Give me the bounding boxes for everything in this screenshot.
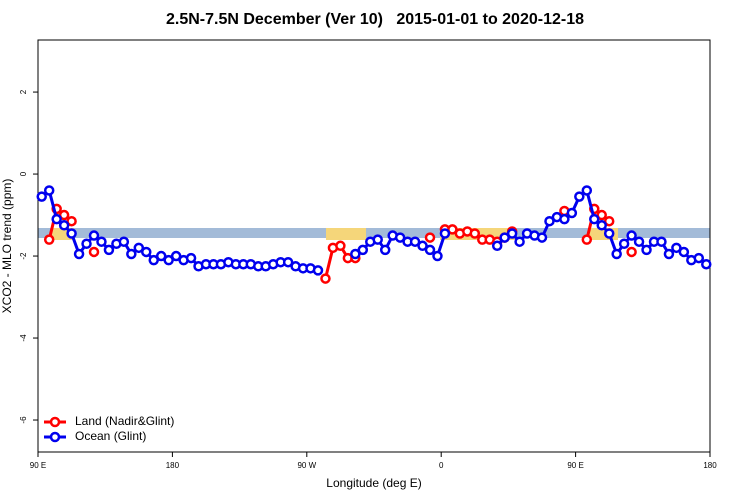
data-point bbox=[506, 228, 518, 239]
data-point bbox=[81, 238, 92, 249]
data-point bbox=[163, 254, 174, 266]
data-point bbox=[499, 232, 510, 243]
y-tick-label: -6 bbox=[19, 416, 28, 424]
data-point bbox=[66, 228, 77, 239]
data-point bbox=[641, 244, 652, 256]
data-point bbox=[379, 244, 391, 256]
data-point bbox=[574, 191, 585, 202]
data-point bbox=[335, 240, 346, 252]
data-point bbox=[469, 228, 481, 239]
data-point bbox=[66, 215, 77, 227]
x-axis-label: Longitude (deg E) bbox=[326, 476, 421, 490]
x-tick-label: 90 W bbox=[297, 461, 316, 470]
data-point bbox=[663, 248, 675, 260]
data-point bbox=[581, 185, 593, 196]
data-point bbox=[148, 254, 159, 266]
legend: Land (Nadir&Glint)Ocean (Glint) bbox=[44, 414, 174, 443]
data-point bbox=[409, 236, 421, 247]
data-point bbox=[118, 236, 130, 247]
data-point bbox=[596, 220, 607, 231]
data-point bbox=[58, 220, 70, 231]
data-point bbox=[155, 250, 167, 262]
data-point bbox=[126, 248, 137, 260]
data-point bbox=[618, 238, 630, 249]
chart-title: 2.5N-7.5N December (Ver 10) 2015-01-01 t… bbox=[166, 11, 584, 28]
data-point bbox=[357, 244, 369, 256]
data-point bbox=[678, 246, 690, 258]
data-point bbox=[185, 252, 197, 264]
data-point bbox=[103, 244, 115, 256]
x-tick-label: 0 bbox=[439, 461, 444, 470]
y-tick-label: 2 bbox=[19, 89, 28, 94]
legend-label: Ocean (Glint) bbox=[75, 429, 146, 443]
data-point bbox=[589, 213, 600, 225]
data-point bbox=[581, 234, 593, 245]
data-point bbox=[671, 242, 682, 254]
data-point bbox=[350, 248, 361, 260]
data-point bbox=[611, 248, 622, 260]
data-point bbox=[432, 250, 443, 262]
data-point bbox=[58, 209, 70, 221]
land-strip bbox=[326, 228, 366, 240]
data-point bbox=[656, 236, 667, 247]
data-point bbox=[88, 230, 100, 241]
data-point bbox=[133, 242, 145, 254]
data-point bbox=[96, 236, 107, 247]
data-point bbox=[447, 224, 458, 235]
data-point bbox=[424, 244, 436, 256]
data-point bbox=[701, 258, 712, 270]
x-tick-label: 180 bbox=[703, 461, 717, 470]
data-point bbox=[693, 252, 705, 264]
data-point bbox=[424, 232, 436, 243]
data-point bbox=[372, 234, 383, 245]
data-point bbox=[394, 232, 406, 243]
y-axis-label: XCO2 - MLO trend (ppm) bbox=[0, 179, 14, 314]
x-tick-label: 90 E bbox=[30, 461, 46, 470]
y-tick-label: 0 bbox=[19, 171, 28, 176]
data-point bbox=[514, 236, 525, 247]
data-point bbox=[603, 215, 615, 227]
data-point bbox=[43, 234, 55, 245]
data-point bbox=[320, 273, 331, 284]
plot-frame bbox=[37, 39, 711, 453]
x-tick-label: 180 bbox=[166, 461, 180, 470]
data-point bbox=[536, 232, 548, 243]
data-point bbox=[312, 265, 324, 276]
data-point bbox=[603, 228, 615, 239]
data-point bbox=[633, 236, 645, 247]
legend-swatch-marker bbox=[49, 416, 61, 428]
data-point bbox=[36, 191, 47, 202]
data-point bbox=[491, 240, 503, 252]
data-point bbox=[43, 185, 55, 196]
legend-swatch-marker bbox=[49, 431, 61, 443]
data-point bbox=[626, 230, 637, 241]
x-tick-label: 90 E bbox=[567, 461, 583, 470]
series bbox=[36, 185, 712, 276]
data-point bbox=[73, 248, 85, 260]
data-point bbox=[417, 240, 428, 252]
data-point bbox=[51, 213, 62, 225]
data-point bbox=[566, 207, 578, 219]
data-point bbox=[544, 215, 555, 227]
data-point bbox=[626, 246, 637, 258]
y-tick-label: -2 bbox=[19, 252, 28, 260]
legend-label: Land (Nadir&Glint) bbox=[75, 414, 174, 428]
data-point bbox=[596, 209, 607, 221]
ocean-strip bbox=[38, 228, 710, 238]
data-point bbox=[88, 246, 100, 258]
data-point bbox=[141, 246, 152, 258]
data-point bbox=[282, 256, 294, 268]
data-point bbox=[439, 228, 451, 239]
data-point bbox=[170, 250, 182, 262]
y-tick-label: -4 bbox=[19, 334, 28, 342]
data-point bbox=[559, 213, 570, 225]
